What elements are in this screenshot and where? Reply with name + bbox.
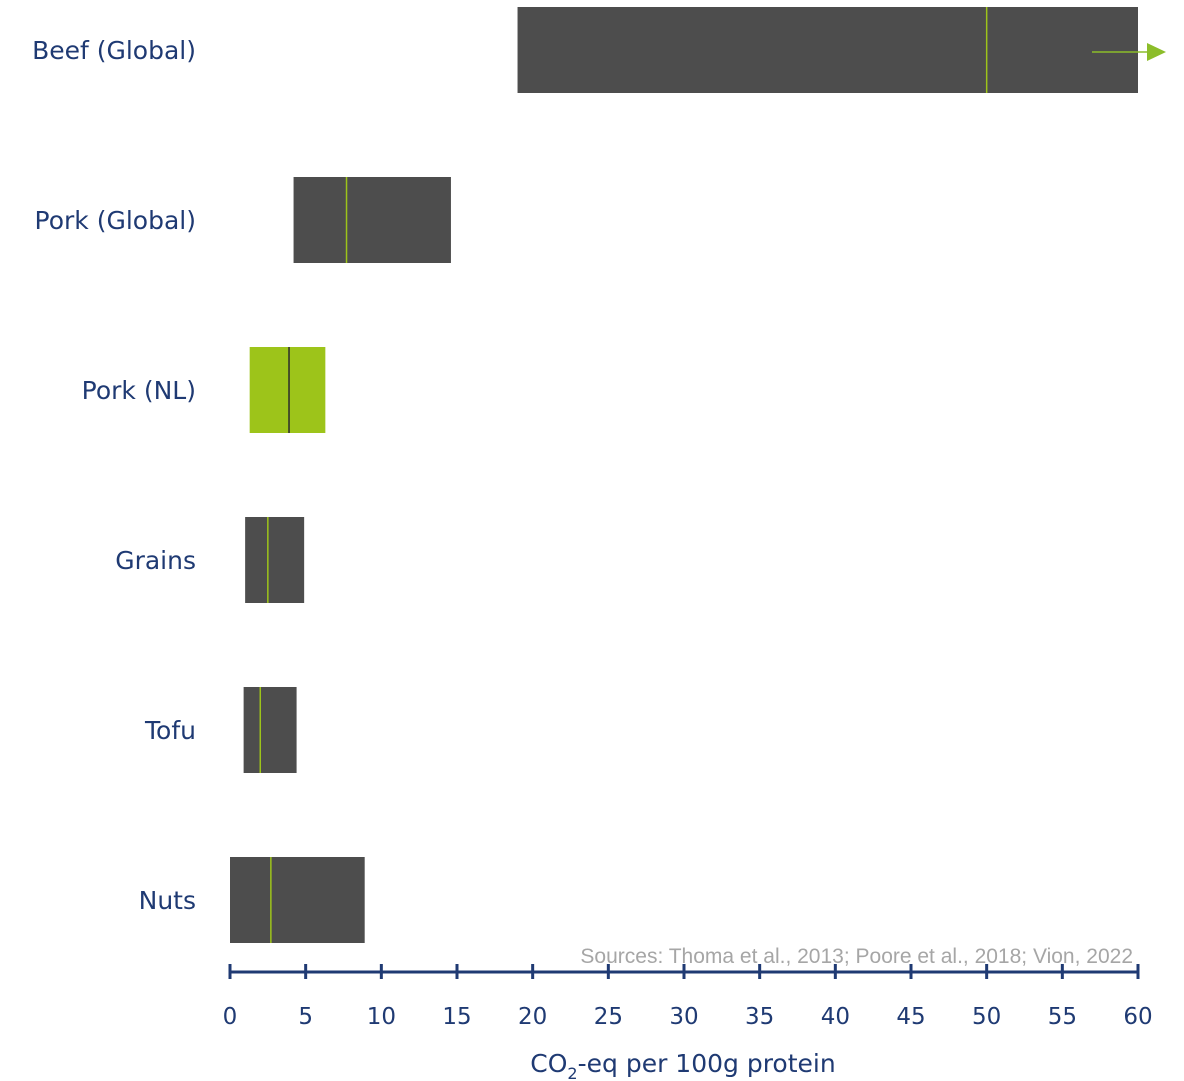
bars-layer xyxy=(230,7,1166,943)
source-note: Sources: Thoma et al., 2013; Poore et al… xyxy=(580,945,1133,968)
x-tick-label-55: 55 xyxy=(1048,1004,1077,1030)
x-tick-label-40: 40 xyxy=(821,1004,850,1030)
range-bar-beef-global xyxy=(517,7,1138,93)
x-tick-label-60: 60 xyxy=(1123,1004,1152,1030)
x-axis-title-part2: -eq per 100g protein xyxy=(578,1049,836,1078)
overflow-arrow-head-beef-global xyxy=(1147,43,1166,61)
category-labels: Beef (Global) Pork (Global) Pork (NL) Grain… xyxy=(32,36,196,915)
category-label-grains: Grains xyxy=(115,546,196,575)
x-tick-label-30: 30 xyxy=(669,1004,698,1030)
range-bar-pork-global xyxy=(293,177,451,263)
category-label-beef-global: Beef (Global) xyxy=(32,36,196,65)
x-axis-title-subscript: 2 xyxy=(567,1064,577,1081)
category-label-tofu: Tofu xyxy=(144,716,196,745)
range-bar-grains xyxy=(245,517,305,603)
x-tick-label-35: 35 xyxy=(745,1004,774,1030)
x-axis: 0 5 10 15 20 25 30 35 40 45 50 55 60 xyxy=(223,964,1153,1030)
category-label-pork-global: Pork (Global) xyxy=(35,206,196,235)
x-axis-title-part1: CO xyxy=(530,1049,567,1078)
category-label-pork-nl: Pork (NL) xyxy=(82,376,196,405)
x-tick-label-5: 5 xyxy=(298,1004,313,1030)
x-tick-label-45: 45 xyxy=(896,1004,925,1030)
category-label-nuts: Nuts xyxy=(139,886,196,915)
x-tick-label-10: 10 xyxy=(367,1004,396,1030)
x-tick-label-0: 0 xyxy=(223,1004,238,1030)
x-tick-label-20: 20 xyxy=(518,1004,547,1030)
x-axis-title: CO2-eq per 100g protein xyxy=(530,1049,835,1081)
range-bar-tofu xyxy=(243,687,297,773)
x-tick-label-15: 15 xyxy=(442,1004,471,1030)
x-tick-label-25: 25 xyxy=(594,1004,623,1030)
x-tick-label-50: 50 xyxy=(972,1004,1001,1030)
range-bar-nuts xyxy=(230,857,365,943)
range-bar-pork-nl xyxy=(249,347,326,433)
